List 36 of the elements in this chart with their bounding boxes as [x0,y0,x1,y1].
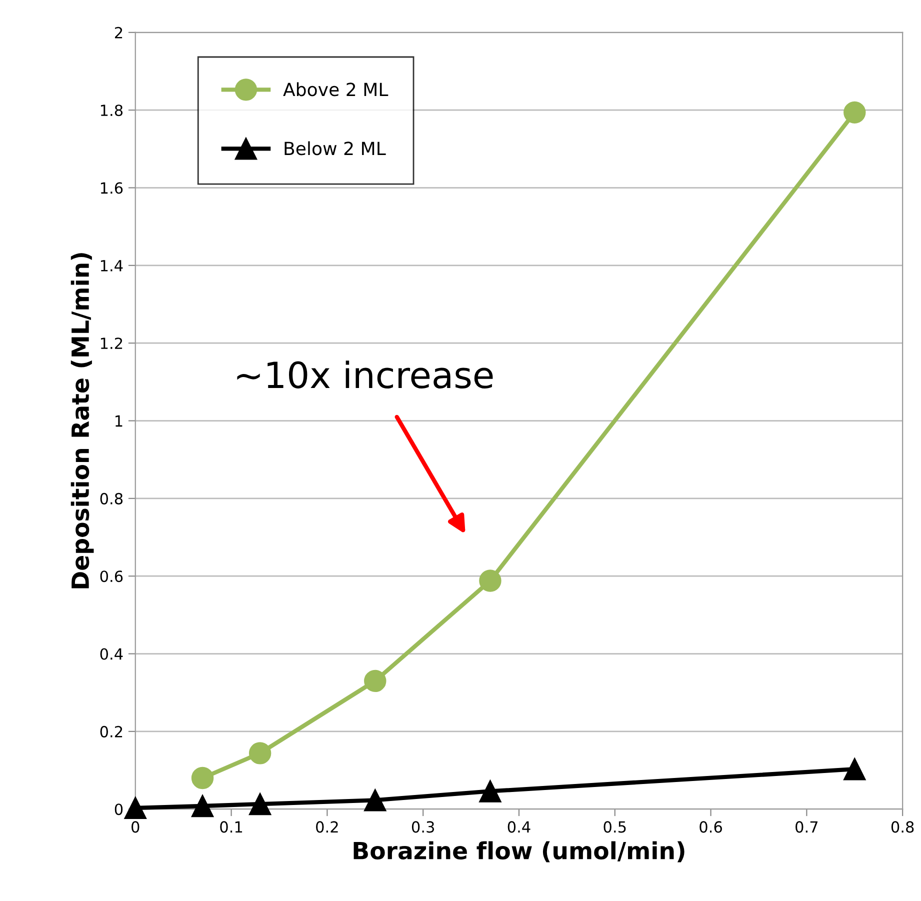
point [191,766,214,790]
point [248,792,272,816]
x-tick-label: 0.4 [508,821,530,833]
y-tick-label: 0.6 [100,570,123,582]
y-tick-label: 0.4 [100,648,123,660]
point [479,570,502,592]
point [844,758,866,780]
x-tick-label: 0 [132,821,140,833]
x-tick-label: 0.2 [316,821,338,833]
point [364,789,386,812]
x-tick-label: 0.7 [796,821,818,833]
y-tick-label: 1.4 [100,260,123,272]
point [191,794,214,818]
x-tick-label: 0.6 [700,821,722,833]
y-axis-title: Deposition Rate (ML/min) [70,253,94,588]
y-tick-label: 0 [114,804,123,816]
y-tick-label: 1.8 [100,104,123,116]
y-tick-label: 1.6 [100,182,123,194]
point [479,780,502,802]
x-tick-label: 0.3 [412,821,434,833]
y-tick-label: 0.2 [100,726,122,738]
legend-label: Above 2 ML [283,82,388,96]
point [248,742,272,764]
y-tick-label: 1.2 [100,338,122,349]
point [364,670,386,692]
point [844,101,866,124]
x-axis-title: Borazine flow (umol/min) [354,841,684,862]
x-tick-label: 0.1 [220,821,242,833]
y-tick-label: 0.8 [100,492,123,504]
y-tick-label: 2 [114,26,122,38]
x-tick-label: 0.5 [604,821,626,833]
y-tick-label: 1 [116,415,122,427]
annotation: ~10x increase [237,360,493,389]
x-tick-label: 0.8 [891,821,914,833]
point [124,796,146,820]
legend-label: Below 2 ML [284,141,386,156]
